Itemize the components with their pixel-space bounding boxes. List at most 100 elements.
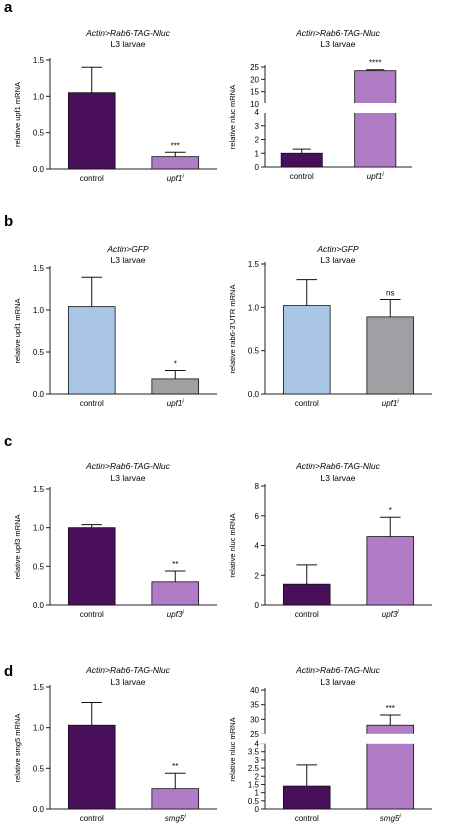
y-tick-label: 4 <box>255 542 260 551</box>
y-tick-label: 0.0 <box>33 390 45 399</box>
y-tick-label: 1.5 <box>33 264 45 273</box>
y-axis-label: relative nluc mRNA <box>228 717 237 781</box>
chart-title: Actin>Rab6-TAG-Nluc <box>85 28 170 38</box>
bar-upf3 <box>151 581 200 606</box>
panel-label-a: a <box>4 0 13 16</box>
x-category-superscript: i <box>184 814 186 820</box>
y-tick-label: 0.5 <box>248 797 260 806</box>
bar-control <box>282 785 331 810</box>
significance-label: ** <box>172 560 178 569</box>
y-tick-label: 2.5 <box>248 764 260 773</box>
chart-subtitle: L3 larvae <box>111 255 146 265</box>
y-tick-label: 0.5 <box>33 129 45 138</box>
bar-upf1 <box>366 316 415 395</box>
x-category-name: control <box>80 814 104 823</box>
y-tick-label: 1.0 <box>33 92 45 101</box>
chart-title: Actin>Rab6-TAG-Nluc <box>85 665 170 675</box>
x-category-label: control <box>80 814 104 823</box>
significance-label: ns <box>386 289 394 298</box>
y-tick-label: 1.0 <box>33 724 45 733</box>
x-category-superscript: i <box>182 399 184 405</box>
bar-upf1 <box>151 378 200 395</box>
significance-label: ** <box>172 762 178 771</box>
x-category-superscript: i <box>397 399 399 405</box>
y-axis-label: relative smg5 mRNA <box>13 714 22 783</box>
y-axis-label: relative upf1 mRNA <box>13 298 22 363</box>
x-category-label: control <box>80 610 104 619</box>
y-tick-label: 1.5 <box>33 485 45 494</box>
y-tick-label: 0 <box>255 163 260 172</box>
y-tick-label: 3 <box>255 122 260 131</box>
x-category-superscript: i <box>399 814 401 820</box>
x-category-name: control <box>80 610 104 619</box>
y-tick-label: 4 <box>255 108 260 117</box>
y-tick-label: 20 <box>250 75 259 84</box>
chart-title: Actin>Rab6-TAG-Nluc <box>295 28 380 38</box>
x-category-label: control <box>290 172 314 181</box>
y-axis-label: relative nluc mRNA <box>228 85 237 149</box>
y-tick-label: 0.5 <box>33 348 45 357</box>
x-category-name: upf3 <box>167 610 183 619</box>
bar-control <box>67 306 116 395</box>
x-category-name: upf3 <box>382 610 398 619</box>
x-category-superscript: i <box>182 174 184 180</box>
x-category-superscript: i <box>397 610 399 616</box>
significance-label: * <box>174 359 177 368</box>
x-category-label: upf3i <box>382 610 400 619</box>
x-category-label: upf1i <box>167 399 185 408</box>
panel-label-c: c <box>4 433 12 450</box>
chart-subtitle: L3 larvae <box>321 39 356 49</box>
y-tick-label: 0.5 <box>33 764 45 773</box>
y-tick-label: 1.5 <box>248 780 260 789</box>
y-tick-label: 1.5 <box>33 683 45 692</box>
x-category-label: smg5i <box>165 814 187 823</box>
significance-label: **** <box>369 59 381 68</box>
bar-control <box>280 152 323 168</box>
y-tick-label: 4 <box>255 740 260 749</box>
y-tick-label: 0.0 <box>33 805 45 814</box>
x-category-superscript: i <box>382 172 384 178</box>
x-category-label: control <box>295 399 319 408</box>
x-category-label: upf3i <box>167 610 185 619</box>
y-tick-label: 0.0 <box>248 390 260 399</box>
significance-label: * <box>389 506 392 515</box>
y-tick-label: 1.0 <box>33 306 45 315</box>
y-tick-label: 0.5 <box>248 347 260 356</box>
x-category-label: control <box>295 814 319 823</box>
axis-break-band <box>259 733 434 744</box>
y-tick-label: 1 <box>255 149 260 158</box>
x-category-name: control <box>295 814 319 823</box>
chart-title: Actin>GFP <box>316 244 359 254</box>
chart-title: Actin>GFP <box>106 244 149 254</box>
panel-label-d: d <box>4 663 13 680</box>
x-category-label: smg5i <box>380 814 402 823</box>
x-category-superscript: i <box>182 610 184 616</box>
bar-control <box>67 92 116 170</box>
x-category-name: smg5 <box>380 814 400 823</box>
x-category-name: control <box>295 399 319 408</box>
bar-control <box>282 583 331 606</box>
bar-upf1 <box>151 156 200 170</box>
x-category-name: upf1 <box>167 399 183 408</box>
x-category-name: control <box>80 174 104 183</box>
y-tick-label: 30 <box>250 715 259 724</box>
x-category-label: upf1i <box>167 174 185 183</box>
chart-c-4: Actin>Rab6-TAG-Nluc L3 larvae 0.0 0.5 1.0 1.5… <box>13 461 217 619</box>
x-category-name: control <box>295 610 319 619</box>
y-tick-label: 40 <box>250 686 259 695</box>
bar-control <box>67 724 116 810</box>
y-tick-label: 3 <box>255 756 260 765</box>
chart-d-6: Actin>Rab6-TAG-Nluc L3 larvae 0.0 0.5 1.0 1.5… <box>13 665 217 823</box>
x-category-label: control <box>295 610 319 619</box>
x-category-name: control <box>290 172 314 181</box>
y-tick-label: 35 <box>250 701 259 710</box>
x-category-label: control <box>80 174 104 183</box>
y-tick-label: 6 <box>255 512 260 521</box>
y-axis-label: relative upf1 mRNA <box>13 82 22 147</box>
x-category-label: upf1i <box>367 172 385 181</box>
chart-subtitle: L3 larvae <box>111 677 146 687</box>
y-tick-label: 2 <box>255 571 260 580</box>
y-tick-label: 2 <box>255 772 260 781</box>
